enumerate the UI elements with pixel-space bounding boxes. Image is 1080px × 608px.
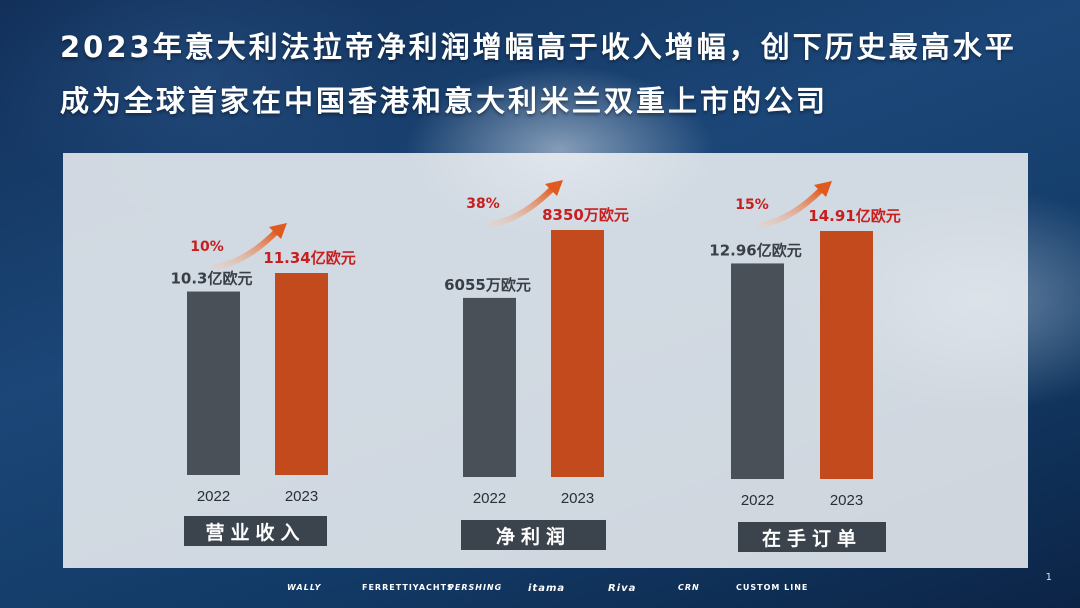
value-label-3-2022: 12.96亿欧元 [709, 241, 801, 259]
value-label-1-2022: 10.3亿欧元 [170, 270, 252, 288]
bar-3-2022 [731, 263, 784, 479]
category-label-revenue: 营业收入 [184, 516, 327, 546]
growth-label-3: 15% [735, 197, 769, 213]
value-label-2-2022: 6055万欧元 [444, 276, 531, 294]
bar-1-2023 [275, 273, 328, 475]
category-label-net-profit: 净利润 [461, 520, 606, 550]
bar-charts: 2022 2023 10.3亿欧元 11.34亿欧元 10% 2022 2023 6055万欧… [170, 180, 901, 509]
growth-label-1: 10% [190, 239, 224, 255]
bar-3-2023 [820, 231, 873, 479]
brand-logo-itama: itama [528, 583, 566, 594]
value-label-3-2023: 14.91亿欧元 [808, 207, 900, 225]
value-label-1-2023: 11.34亿欧元 [263, 249, 355, 267]
year-label-2-2023: 2023 [561, 490, 594, 507]
category-label-backlog: 在手订单 [738, 522, 886, 552]
footer-brand-bar: WALLY FERRETTIYACHTS PERSHING itama Riva… [0, 572, 1080, 608]
growth-label-2: 38% [466, 196, 500, 212]
year-label-2-2022: 2022 [473, 490, 506, 507]
growth-arrow-2 [488, 185, 556, 227]
value-label-2-2023: 8350万欧元 [542, 206, 629, 224]
brand-logo-riva: Riva [608, 583, 637, 594]
growth-arrow-3 [757, 186, 825, 228]
title-line-2: 成为全球首家在中国香港和意大利米兰双重上市的公司 [60, 84, 829, 118]
title-line-1: 2023年意大利法拉帝净利润增幅高于收入增幅，创下历史最高水平 [60, 30, 1017, 64]
growth-arrowhead-1 [269, 223, 287, 239]
brand-logo-ferretti: FERRETTIYACHTS [362, 583, 454, 592]
page-number: 1 [1045, 572, 1052, 583]
year-label-1-2023: 2023 [285, 488, 318, 505]
growth-arrowhead-3 [814, 181, 832, 197]
bar-2-2022 [463, 297, 516, 477]
brand-logo-custom-line: CUSTOM LINE [736, 583, 809, 592]
brand-logo-crn: CRN [678, 583, 700, 592]
year-label-1-2022: 2022 [197, 488, 230, 505]
growth-arrowhead-2 [545, 180, 563, 196]
brand-logo-wally: WALLY [287, 583, 322, 592]
bar-1-2022 [187, 291, 240, 475]
chart-panel: 2022 2023 10.3亿欧元 11.34亿欧元 10% 2022 2023 6055万欧… [63, 153, 1028, 568]
growth-arrow-1 [212, 228, 280, 270]
brand-logo-pershing: PERSHING [448, 583, 503, 592]
bar-2-2023 [551, 230, 604, 477]
year-label-3-2023: 2023 [830, 492, 863, 509]
year-label-3-2022: 2022 [741, 492, 774, 509]
